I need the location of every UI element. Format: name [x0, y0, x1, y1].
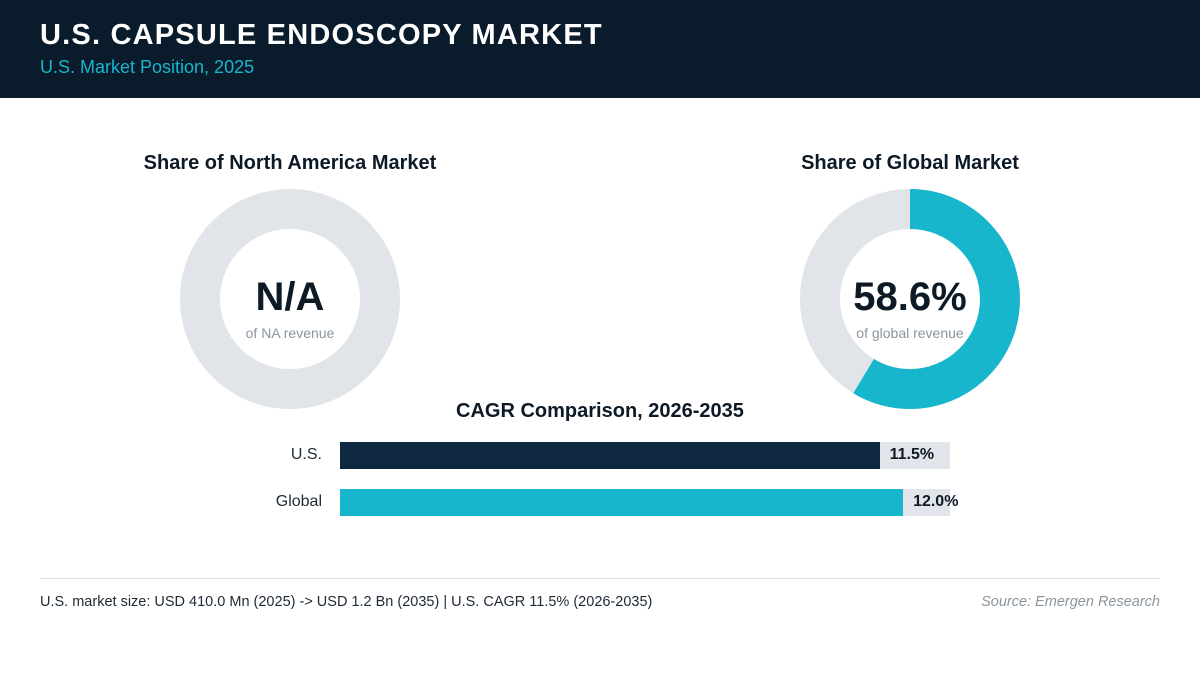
na-share-donut [180, 189, 400, 409]
na-share-value: N/A [255, 275, 325, 319]
bar-us [340, 442, 880, 469]
na-share-title: Share of North America Market [143, 152, 437, 174]
bar-global [340, 489, 904, 516]
bar-category-label-us: U.S. [290, 446, 322, 463]
footer-divider [40, 578, 1160, 579]
footer-source: Source: Emergen Research [981, 594, 1160, 610]
bar-value-label-us: 11.5% [889, 446, 935, 463]
footer-market-note: U.S. market size: USD 410.0 Mn (2025) ->… [40, 594, 653, 610]
bar-track-global: 12.0% [340, 489, 958, 516]
page-subtitle: U.S. Market Position, 2025 [40, 57, 255, 77]
global-donut-arc [800, 189, 1020, 409]
global-share-title: Share of Global Market [801, 152, 1019, 174]
global-share-caption: of global revenue [856, 325, 964, 341]
bar-value-label-global: 12.0% [913, 493, 959, 510]
global-share-donut [800, 189, 1020, 409]
page-title: U.S. CAPSULE ENDOSCOPY MARKET [40, 19, 603, 51]
cagr-chart-title: CAGR Comparison, 2026-2035 [456, 400, 744, 422]
header-banner: U.S. CAPSULE ENDOSCOPY MARKET U.S. Marke… [0, 0, 1200, 98]
na-donut-track [180, 189, 400, 409]
bar-category-label-global: Global [275, 493, 322, 510]
bar-track-us: 11.5% [340, 442, 950, 469]
na-share-caption: of NA revenue [245, 325, 335, 341]
global-share-value: 58.6% [853, 275, 967, 319]
